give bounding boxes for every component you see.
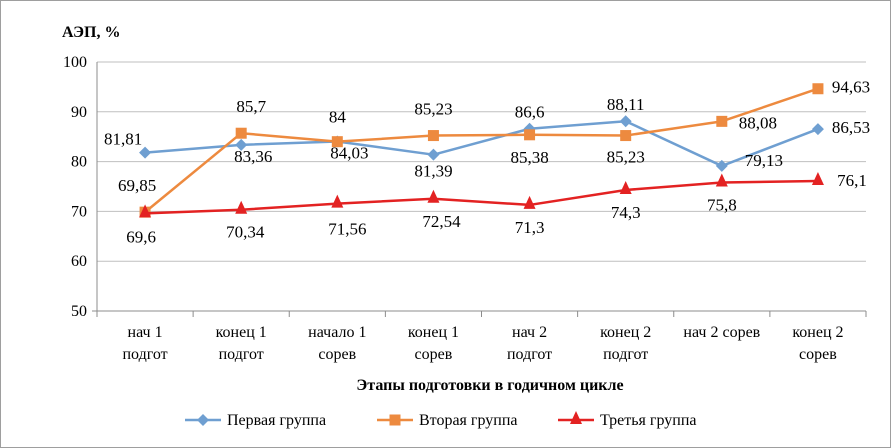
- square-marker: [331, 136, 343, 148]
- y-tick-label: 50: [71, 303, 87, 320]
- data-label: 71,3: [515, 218, 545, 237]
- data-label: 85,7: [236, 97, 266, 116]
- data-label: 84,03: [330, 144, 368, 163]
- x-category-label: нач 2 подгот: [507, 324, 552, 363]
- data-label: 75,8: [707, 196, 737, 215]
- x-category-label: конец 2 сорев: [792, 324, 843, 363]
- x-category-line: сорев: [318, 346, 356, 363]
- triangle-marker: [715, 173, 728, 187]
- diamond-marker: [811, 123, 824, 136]
- x-category-line: конец 2: [792, 324, 843, 341]
- data-label: 83,36: [234, 147, 272, 166]
- x-category-line: подгот: [603, 346, 648, 363]
- x-category-line: нач 2: [512, 324, 547, 341]
- square-marker: [812, 83, 824, 95]
- triangle-marker: [331, 194, 344, 208]
- data-label: 88,11: [607, 95, 645, 114]
- x-category-line: сорев: [799, 346, 837, 363]
- data-label: 85,23: [607, 148, 645, 167]
- y-tick-label: 90: [71, 104, 87, 121]
- y-tick-label: 60: [71, 253, 87, 270]
- data-label: 76,1: [837, 171, 867, 190]
- x-category-line: подгот: [219, 346, 264, 363]
- diamond-marker: [235, 138, 248, 151]
- data-label: 69,85: [118, 176, 156, 195]
- y-tick-label: 100: [63, 54, 87, 71]
- legend-label: Вторая группа: [419, 412, 518, 429]
- data-label: 85,23: [414, 100, 452, 119]
- triangle-marker: [523, 195, 536, 209]
- data-label: 70,34: [226, 223, 265, 242]
- x-category-label: конец 1 подгот: [216, 324, 267, 363]
- x-category-label: нач 1 подгот: [122, 324, 167, 363]
- series-line-1: [144, 119, 819, 168]
- data-label: 72,54: [422, 212, 461, 231]
- x-category-line: нач 2 сорев: [683, 324, 760, 341]
- x-category-label: нач 2 сорев: [683, 324, 760, 341]
- square-marker: [716, 115, 728, 127]
- x-category-line: нач 1: [128, 324, 163, 341]
- data-label: 88,08: [739, 113, 777, 132]
- data-label: 81,81: [104, 130, 142, 149]
- diamond-marker: [427, 148, 440, 161]
- series-line-2: [144, 87, 819, 214]
- data-label: 86,53: [832, 118, 870, 137]
- x-axis-title: Этапы подготовки в годичном цикле: [356, 377, 623, 394]
- data-labels: 81,81 83,36 84,03 81,39 86,6 88,11 79,13 86,53 6…: [104, 78, 870, 247]
- legend: Первая группа Вторая группа Третья группа: [185, 411, 697, 429]
- triangle-marker: [570, 411, 582, 424]
- triangle-marker: [139, 204, 152, 218]
- x-category-line: начало 1: [308, 324, 366, 341]
- x-category-line: сорев: [415, 346, 453, 363]
- triangle-marker: [811, 172, 824, 186]
- data-label: 94,63: [832, 78, 870, 97]
- series-lines: [139, 83, 824, 218]
- square-marker: [524, 129, 536, 141]
- y-axis-title: АЭП, %: [62, 24, 120, 41]
- y-tick-labels: 50 60 70 80 90 100: [63, 54, 87, 320]
- data-label: 84: [329, 108, 347, 127]
- data-label: 74,3: [611, 203, 641, 222]
- y-tick-label: 80: [71, 154, 87, 171]
- diamond-marker: [715, 159, 728, 172]
- x-category-label: конец 2 подгот: [600, 324, 651, 363]
- triangle-marker: [235, 200, 248, 214]
- legend-label: Третья группа: [600, 412, 697, 429]
- square-marker: [427, 130, 439, 142]
- diamond-marker: [197, 414, 209, 426]
- square-marker: [235, 127, 247, 139]
- data-label: 69,6: [126, 227, 156, 246]
- x-category-line: конец 1: [408, 324, 459, 341]
- x-category-line: подгот: [122, 346, 167, 363]
- x-category-label: начало 1 сорев: [308, 324, 366, 363]
- series-line-3: [145, 179, 818, 215]
- x-category-label: конец 1 сорев: [408, 324, 459, 363]
- data-label: 71,56: [328, 220, 366, 239]
- y-tick-label: 70: [71, 203, 87, 220]
- data-label: 86,6: [515, 103, 545, 122]
- square-marker: [620, 130, 632, 142]
- data-label: 81,39: [414, 162, 452, 181]
- axes: [92, 62, 867, 317]
- triangle-marker: [619, 180, 632, 194]
- diamond-marker: [619, 115, 632, 128]
- legend-label: Первая группа: [227, 412, 326, 429]
- x-category-line: подгот: [507, 346, 552, 363]
- data-label: 85,38: [510, 148, 548, 167]
- x-category-line: конец 2: [600, 324, 651, 341]
- square-marker: [389, 414, 401, 426]
- data-label: 79,13: [745, 151, 783, 170]
- diamond-marker: [139, 146, 152, 159]
- x-category-line: конец 1: [216, 324, 267, 341]
- triangle-marker: [427, 189, 440, 203]
